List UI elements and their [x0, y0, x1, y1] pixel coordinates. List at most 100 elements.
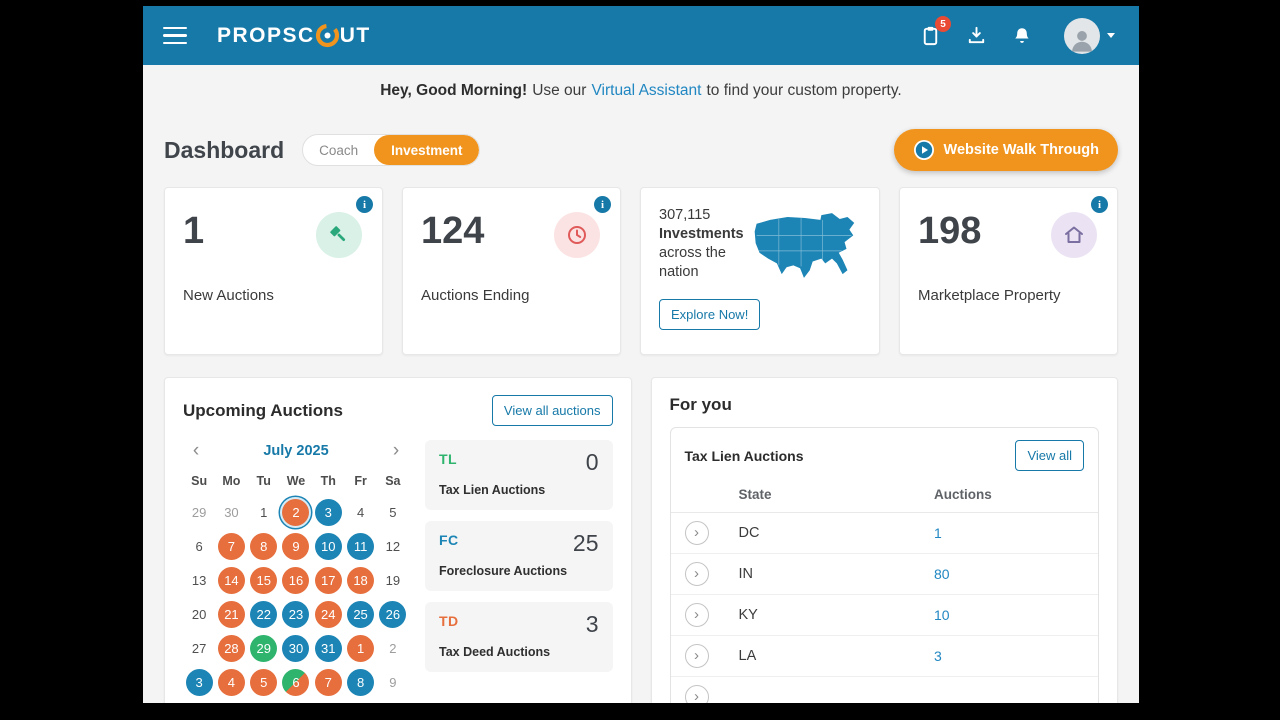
calendar-cell: 17	[312, 565, 344, 596]
calendar-day[interactable]: 23	[282, 601, 310, 628]
calendar-day[interactable]: 6	[186, 533, 213, 560]
bell-icon[interactable]	[1011, 25, 1033, 47]
notification-count-badge: 5	[935, 16, 951, 32]
calendar-day[interactable]: 25	[347, 601, 375, 628]
expand-row-icon[interactable]	[684, 603, 709, 627]
state-auction-count[interactable]: 10	[934, 607, 950, 623]
calendar-prev-icon[interactable]	[185, 440, 207, 462]
calendar-day[interactable]: 30	[282, 635, 310, 662]
auction-type-item[interactable]: FC 25 Foreclosure Auctions	[425, 521, 613, 591]
marketplace-value: 198	[918, 210, 982, 252]
calendar-day[interactable]: 7	[314, 669, 342, 696]
calendar-day[interactable]: 15	[250, 567, 278, 594]
calendar-day[interactable]: 21	[217, 601, 245, 628]
calendar-cell: 9	[280, 531, 312, 562]
info-icon[interactable]	[1091, 196, 1108, 213]
info-icon[interactable]	[594, 196, 611, 213]
calendar-weekday: Su	[191, 474, 208, 488]
calendar-day[interactable]: 24	[314, 601, 342, 628]
calendar-day[interactable]: 5	[379, 499, 406, 526]
calendar-cell: 19	[377, 565, 409, 596]
calendar-day[interactable]: 1	[347, 635, 375, 662]
hamburger-menu-icon[interactable]	[159, 23, 191, 49]
calendar-day[interactable]: 3	[185, 669, 213, 696]
table-header: State Auctions	[670, 483, 1098, 513]
calendar-day[interactable]: 8	[347, 669, 375, 696]
calendar-day[interactable]: 6	[282, 669, 310, 696]
state-auction-count[interactable]: 80	[934, 566, 950, 582]
marketplace-card: 198 Marketplace Property	[899, 187, 1118, 355]
calendar-day[interactable]: 22	[250, 601, 278, 628]
state-auction-count[interactable]: 1	[934, 525, 942, 541]
calendar-day[interactable]: 9	[379, 669, 406, 696]
explore-now-button[interactable]: Explore Now!	[659, 299, 761, 330]
calendar-day[interactable]: 10	[314, 533, 342, 560]
greeting-text: Use our	[532, 82, 587, 99]
calendar-cell: 9	[377, 667, 409, 698]
calendar-cell: 7	[215, 531, 247, 562]
for-you-rows: DC 1 IN 80 KY 10 LA 3	[670, 513, 1099, 703]
calendar-day[interactable]: 13	[186, 567, 213, 594]
calendar-day[interactable]: 2	[379, 635, 406, 662]
propscout-logo[interactable]: PROPSC UT	[217, 22, 371, 49]
toggle-investment[interactable]: Investment	[374, 135, 480, 165]
calendar-weekday: Fr	[354, 474, 367, 488]
dashboard-header: Dashboard Coach Investment Website Walk …	[164, 129, 1118, 171]
auction-type-item[interactable]: TD 3 Tax Deed Auctions	[425, 602, 613, 672]
calendar-day[interactable]: 14	[217, 567, 245, 594]
calendar-day[interactable]: 8	[250, 533, 278, 560]
calendar-day[interactable]: 28	[217, 635, 245, 662]
download-icon[interactable]	[965, 24, 988, 47]
expand-row-icon[interactable]	[684, 521, 709, 545]
view-all-button[interactable]: View all	[1015, 440, 1084, 471]
calendar-day[interactable]: 7	[217, 533, 245, 560]
calendar-day[interactable]: 30	[218, 499, 245, 526]
state-row: KY 10	[670, 595, 1098, 636]
auction-type-count: 0	[585, 449, 599, 475]
state-name: KY	[738, 607, 758, 623]
website-walkthrough-button[interactable]: Website Walk Through	[893, 129, 1118, 171]
upcoming-auctions-title: Upcoming Auctions	[183, 400, 343, 420]
calendar-day[interactable]: 29	[186, 499, 213, 526]
auction-type-abbr: TD	[439, 613, 459, 629]
calendar-day[interactable]: 4	[347, 499, 374, 526]
calendar-day[interactable]: 20	[186, 601, 213, 628]
calendar-day[interactable]: 17	[314, 567, 342, 594]
calendar-day[interactable]: 4	[217, 669, 245, 696]
calendar-day[interactable]: 27	[186, 635, 213, 662]
tax-lien-panel: Tax Lien Auctions View all State Auction…	[669, 427, 1099, 703]
auctions-ending-value: 124	[421, 210, 485, 252]
calendar: July 2025 SuMoTuWeThFrSa2930123456789101…	[183, 438, 409, 698]
calendar-day[interactable]: 19	[379, 567, 406, 594]
calendar-day[interactable]: 12	[379, 533, 406, 560]
state-row-partial	[671, 677, 1099, 703]
calendar-day[interactable]: 1	[250, 499, 277, 526]
virtual-assistant-link[interactable]: Virtual Assistant	[591, 82, 702, 99]
calendar-day[interactable]: 11	[347, 533, 375, 560]
info-icon[interactable]	[356, 196, 373, 213]
expand-row-icon[interactable]	[684, 685, 709, 703]
calendar-day[interactable]: 31	[314, 635, 342, 662]
calendar-day[interactable]: 26	[379, 601, 407, 628]
user-menu[interactable]	[1064, 17, 1115, 54]
calendar-weekday: We	[286, 474, 306, 488]
calendar-day[interactable]: 18	[347, 567, 375, 594]
calendar-day[interactable]: 16	[282, 567, 310, 594]
calendar-next-icon[interactable]	[385, 440, 407, 462]
stat-cards: 1 New Auctions 124	[164, 187, 1118, 355]
auction-type-item[interactable]: TL 0 Tax Lien Auctions	[425, 440, 613, 510]
clipboard-icon[interactable]: 5	[919, 16, 951, 47]
calendar-cell: 18	[344, 565, 376, 596]
calendar-cell: 7	[312, 667, 344, 698]
calendar-day[interactable]: 2	[282, 499, 310, 526]
expand-row-icon[interactable]	[684, 562, 709, 586]
expand-row-icon[interactable]	[684, 644, 709, 668]
calendar-day[interactable]: 9	[282, 533, 310, 560]
calendar-day[interactable]: 5	[250, 669, 278, 696]
toggle-coach[interactable]: Coach	[303, 135, 374, 165]
calendar-day[interactable]: 29	[250, 635, 278, 662]
investments-value: 307,115	[659, 207, 711, 223]
view-all-auctions-button[interactable]: View all auctions	[491, 395, 613, 426]
calendar-day[interactable]: 3	[314, 499, 342, 526]
state-auction-count[interactable]: 3	[934, 648, 942, 664]
